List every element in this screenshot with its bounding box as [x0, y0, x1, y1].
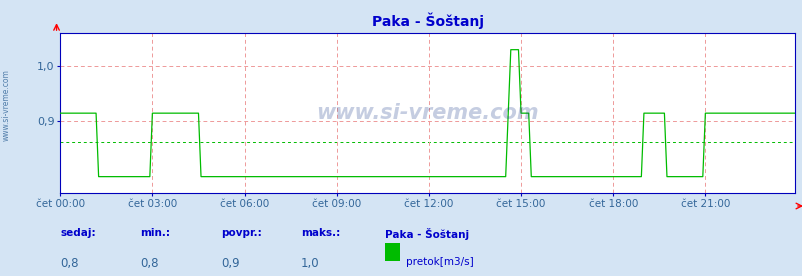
Text: 1,0: 1,0: [301, 257, 319, 270]
Text: 0,8: 0,8: [140, 257, 159, 270]
Text: min.:: min.:: [140, 228, 170, 238]
Text: www.si-vreme.com: www.si-vreme.com: [2, 69, 11, 141]
Title: Paka - Šoštanj: Paka - Šoštanj: [371, 13, 483, 29]
Text: maks.:: maks.:: [301, 228, 340, 238]
Text: Paka - Šoštanj: Paka - Šoštanj: [385, 228, 469, 240]
Text: povpr.:: povpr.:: [221, 228, 261, 238]
Text: www.si-vreme.com: www.si-vreme.com: [316, 103, 538, 123]
Text: pretok[m3/s]: pretok[m3/s]: [406, 257, 473, 267]
Text: 0,9: 0,9: [221, 257, 239, 270]
Text: 0,8: 0,8: [60, 257, 79, 270]
Text: sedaj:: sedaj:: [60, 228, 95, 238]
